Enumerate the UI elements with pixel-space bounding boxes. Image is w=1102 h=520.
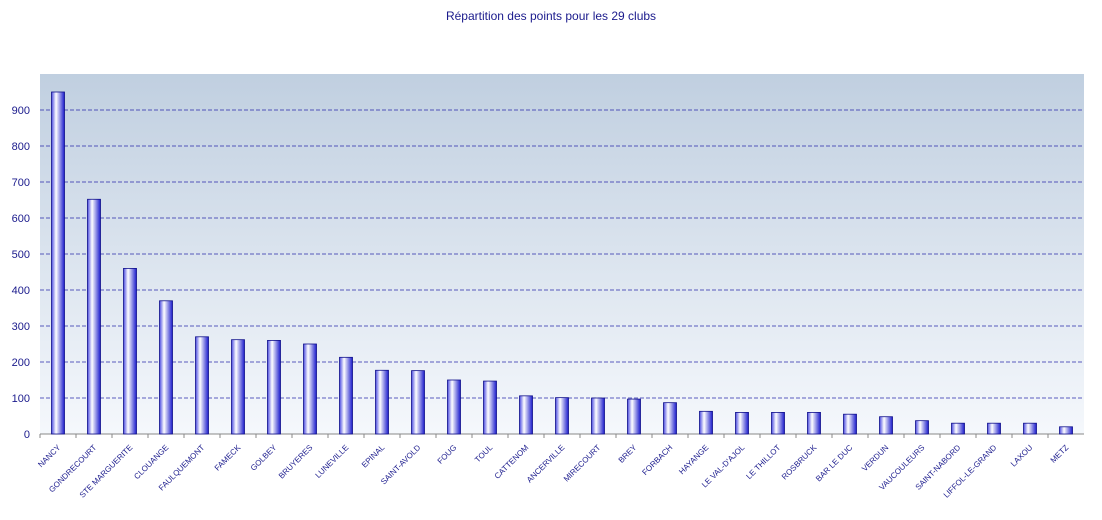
- bar: [987, 422, 1001, 435]
- bar: [195, 336, 209, 435]
- y-tick-label: 100: [12, 393, 30, 405]
- x-tick-label: VERDUN: [860, 443, 890, 473]
- x-tick-label: CATTENOM: [493, 443, 531, 481]
- bar: [735, 411, 749, 435]
- x-tick-label: BREY: [617, 443, 639, 465]
- x-tick-label: METZ: [1049, 443, 1071, 465]
- bar: [807, 411, 821, 435]
- bar: [951, 422, 965, 435]
- bar: [267, 339, 281, 435]
- x-tick-label: FORBACH: [640, 443, 674, 477]
- y-tick-label: 600: [12, 213, 30, 225]
- y-tick-label: 200: [12, 357, 30, 369]
- x-tick-label: NANCY: [36, 443, 63, 470]
- y-tick-label: 300: [12, 321, 30, 333]
- bar: [231, 339, 245, 435]
- x-tick-label: ROSBRUCK: [780, 443, 819, 482]
- bar: [447, 379, 461, 435]
- y-tick-label: 800: [12, 141, 30, 153]
- x-tick-label: LE THILLOT: [744, 443, 782, 481]
- y-tick-label: 500: [12, 249, 30, 261]
- bar: [591, 397, 605, 435]
- y-tick-label: 0: [24, 429, 30, 441]
- bar: [411, 370, 425, 435]
- bar: [699, 410, 713, 435]
- bar: [915, 420, 929, 435]
- chart-title: Répartition des points pour les 29 clubs: [445, 9, 657, 23]
- bar: [879, 416, 893, 435]
- x-tick-label: MIRECOURT: [562, 443, 603, 484]
- x-tick-label: LAXOU: [1009, 443, 1035, 469]
- bar: [627, 398, 641, 435]
- x-tick-label: BAR LE DUC: [814, 443, 854, 483]
- x-tick-label: GOLBEY: [249, 443, 279, 473]
- x-tick-label: ANCERVILLE: [525, 443, 566, 484]
- bars: [51, 91, 1073, 435]
- bar: [663, 402, 677, 435]
- bar: [51, 91, 65, 435]
- bar: [339, 356, 353, 435]
- x-tick-label: TOUL: [473, 443, 495, 465]
- bar: [843, 413, 857, 435]
- y-tick-label: 900: [12, 105, 30, 117]
- x-tick-label: BRUYERES: [277, 443, 314, 480]
- y-tick-label: 700: [12, 177, 30, 189]
- x-tick-label: EPINAL: [360, 443, 387, 470]
- x-tick-label: CLOUANGE: [132, 443, 170, 481]
- bar: [483, 380, 497, 435]
- bar: [375, 369, 389, 435]
- bar: [303, 343, 317, 435]
- bar: [771, 411, 785, 435]
- bar: [87, 198, 101, 435]
- x-tick-label: LUNEVILLE: [314, 443, 351, 480]
- x-tick-label: FAMECK: [213, 443, 243, 473]
- bar: [519, 395, 533, 435]
- bar: [1059, 426, 1073, 435]
- x-tick-label: HAYANGE: [677, 443, 710, 476]
- bar: [123, 267, 137, 435]
- bar: [555, 397, 569, 435]
- x-tick-label: FOUG: [436, 443, 459, 466]
- bar: [1023, 422, 1037, 435]
- bar: [159, 300, 173, 435]
- y-tick-label: 400: [12, 285, 30, 297]
